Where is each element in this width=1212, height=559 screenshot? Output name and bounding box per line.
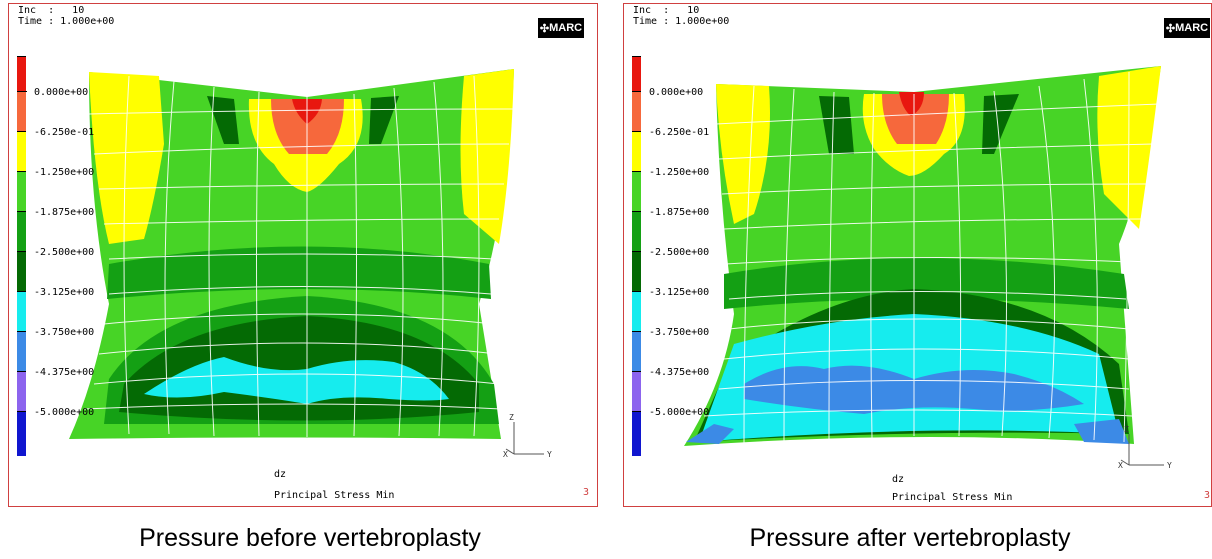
axis-y-label: Y <box>1167 461 1172 470</box>
legend-label: -5.000e+00 <box>34 407 95 418</box>
legend-label: -3.125e+00 <box>649 287 710 298</box>
variable-label: dz <box>892 474 905 485</box>
legend-label: -4.375e+00 <box>649 367 710 378</box>
axis-x-label: X <box>1118 461 1123 470</box>
caption-before: Pressure before vertebroplasty <box>139 524 481 552</box>
axis-z-label: Z <box>1124 425 1129 434</box>
legend-label: -1.875e+00 <box>34 207 95 218</box>
contour-plot-after: Z Y X <box>684 66 1172 470</box>
legend-label: -1.250e+00 <box>34 167 95 178</box>
axis-y-label: Y <box>547 450 552 459</box>
legend-label: -5.000e+00 <box>649 407 710 418</box>
page-number: 3 <box>1204 490 1211 501</box>
color-legend-bar <box>632 56 641 456</box>
legend-label: 0.000e+00 <box>34 87 89 98</box>
legend-label: -1.250e+00 <box>649 167 710 178</box>
axis-x-label: X <box>503 450 508 459</box>
legend-label: -2.500e+00 <box>649 247 710 258</box>
legend-label: 0.000e+00 <box>649 87 704 98</box>
legend-label: -3.125e+00 <box>34 287 95 298</box>
result-name-label: Principal Stress Min <box>274 490 395 501</box>
axis-z-label: Z <box>509 413 514 422</box>
legend-label: -2.500e+00 <box>34 247 95 258</box>
page-number: 3 <box>583 487 590 498</box>
legend-label: -3.750e+00 <box>34 327 95 338</box>
legend-label: -1.875e+00 <box>649 207 710 218</box>
marc-logo: ✣ MARC <box>1164 18 1210 38</box>
result-name-label: Principal Stress Min <box>892 492 1013 503</box>
increment-readout: Inc : 10 Time : 1.000e+00 <box>633 5 730 27</box>
color-legend-bar <box>17 56 26 456</box>
caption-after: Pressure after vertebroplasty <box>749 524 1071 552</box>
fea-panel-before: Inc : 10 Time : 1.000e+00 ✣ MARC <box>8 3 598 507</box>
legend-label: -3.750e+00 <box>649 327 710 338</box>
legend-label: -4.375e+00 <box>34 367 95 378</box>
contour-plot-before: Z Y X <box>69 69 552 459</box>
increment-readout: Inc : 10 Time : 1.000e+00 <box>18 5 115 27</box>
marc-logo: ✣ MARC <box>538 18 584 38</box>
variable-label: dz <box>274 469 287 480</box>
fea-panel-after: Inc : 10 Time : 1.000e+00 ✣ MARC <box>623 3 1212 507</box>
legend-label: -6.250e-01 <box>649 127 710 138</box>
legend-label: -6.250e-01 <box>34 127 95 138</box>
